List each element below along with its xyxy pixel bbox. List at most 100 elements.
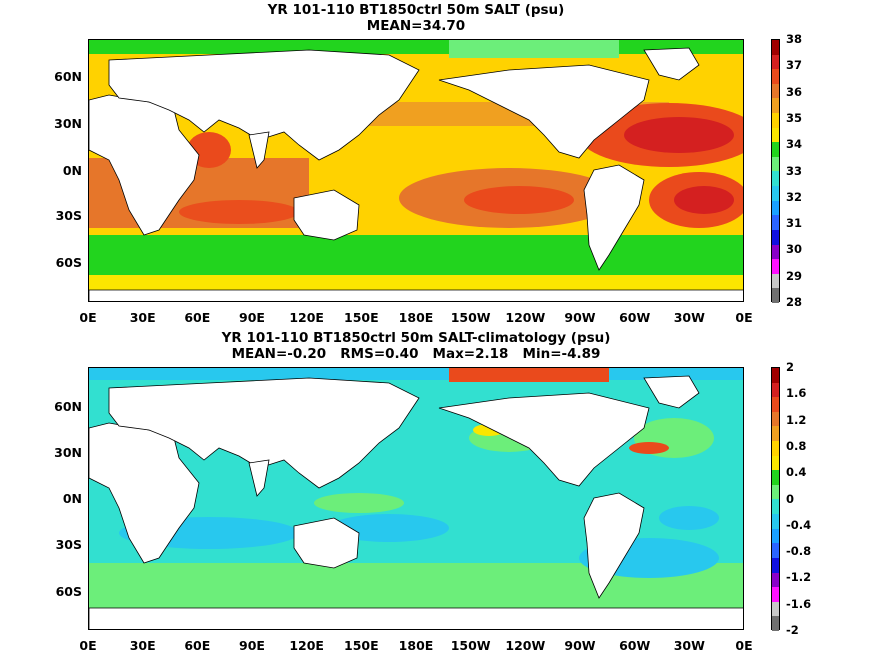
panel2-ytick-60s: 60S [55, 584, 82, 599]
colorbar-segment [772, 127, 779, 143]
panel2-xtick: 0E [735, 638, 753, 653]
panel1-ytick-30s: 30S [55, 208, 82, 223]
colorbar-label: 30 [786, 242, 803, 257]
colorbar-segment [772, 244, 779, 260]
colorbar-segment [772, 616, 779, 631]
panel1-xtick: 60E [184, 310, 211, 325]
colorbar-label: 34 [786, 137, 803, 152]
colorbar-segment [772, 441, 779, 456]
colorbar-label: 0 [786, 491, 795, 506]
panel1-salinity-field [89, 40, 743, 301]
panel1-xtick: 0E [735, 310, 753, 325]
colorbar-segment [772, 98, 779, 114]
colorbar-segment [772, 499, 779, 515]
colorbar-segment [772, 200, 779, 216]
colorbar-label: 0.4 [786, 465, 807, 480]
colorbar-label: -0.4 [786, 517, 812, 532]
colorbar-segment [772, 69, 779, 84]
panel1-xtick: 60W [619, 310, 651, 325]
panel2-xtick: 30E [129, 638, 156, 653]
panel1-colorbar [771, 39, 780, 303]
colorbar-segment [772, 397, 779, 412]
colorbar-segment [772, 259, 779, 274]
colorbar-label: 2 [786, 360, 795, 374]
colorbar-segment [772, 215, 779, 230]
panel1-xtick: 120W [505, 310, 546, 325]
panel2-xtick: 120E [289, 638, 324, 653]
colorbar-label: -1.2 [786, 570, 812, 585]
colorbar-label: 35 [786, 110, 803, 125]
colorbar-segment [772, 229, 779, 245]
panel2-xtick: 150W [450, 638, 491, 653]
colorbar-segment [772, 572, 779, 588]
colorbar-label: 0.8 [786, 438, 807, 453]
colorbar-label: 31 [786, 216, 803, 231]
colorbar-segment [772, 411, 779, 427]
colorbar-label: 29 [786, 268, 803, 283]
panel1-xtick: 90E [239, 310, 265, 325]
panel1-ytick-60n: 60N [54, 69, 82, 84]
panel2-xtick: 60E [184, 638, 211, 653]
panel1-map [88, 39, 744, 302]
panel2-ytick-30s: 30S [55, 537, 82, 552]
panel1-xtick: 150W [450, 310, 491, 325]
colorbar-label: -1.6 [786, 596, 812, 611]
colorbar-segment [772, 455, 779, 471]
panel2-xtick: 90E [239, 638, 265, 653]
colorbar-label: 28 [786, 295, 803, 309]
colorbar-label: 33 [786, 163, 803, 178]
panel1-subtitle: MEAN=34.70 [366, 18, 466, 34]
colorbar-segment [772, 83, 779, 99]
panel1-xtick: 150E [344, 310, 379, 325]
colorbar-segment [772, 273, 779, 289]
panel2-map [88, 367, 744, 630]
panel2-colorbar [771, 367, 780, 631]
colorbar-segment [772, 186, 779, 201]
colorbar-segment [772, 543, 779, 558]
panel2-xtick: 90W [564, 638, 596, 653]
panel2-xtick: 120W [505, 638, 546, 653]
colorbar-label: 38 [786, 32, 803, 46]
panel1-xtick: 90W [564, 310, 596, 325]
panel1-ytick-30n: 30N [54, 116, 82, 131]
panel2-xtick: 0E [79, 638, 97, 653]
colorbar-segment [772, 368, 779, 383]
panel2-xtick: 30W [673, 638, 705, 653]
colorbar-label: -0.8 [786, 544, 812, 559]
colorbar-segment [772, 426, 779, 442]
panel1-title: YR 101-110 BT1850ctrl 50m SALT (psu) [267, 2, 565, 18]
colorbar-segment [772, 382, 779, 398]
colorbar-segment [772, 171, 779, 187]
panel2-ytick-30n: 30N [54, 445, 82, 460]
panel2-xtick: 150E [344, 638, 379, 653]
panel2-xtick: 180E [398, 638, 434, 653]
colorbar-segment [772, 557, 779, 573]
colorbar-segment [772, 484, 779, 500]
panel1-xtick: 30W [673, 310, 705, 325]
colorbar-segment [772, 601, 779, 617]
colorbar-label: 37 [786, 58, 803, 73]
colorbar-segment [772, 288, 779, 303]
colorbar-segment [772, 587, 779, 602]
panel1-ytick-0n: 0N [62, 163, 82, 178]
colorbar-segment [772, 470, 779, 485]
panel1-xtick: 30E [129, 310, 156, 325]
panel2-ytick-0n: 0N [62, 491, 82, 506]
panel2-xtick: 60W [619, 638, 651, 653]
colorbar-segment [772, 40, 779, 55]
colorbar-label: 1.2 [786, 412, 807, 427]
panel2-title: YR 101-110 BT1850ctrl 50m SALT-climatolo… [221, 330, 611, 346]
panel1-xtick: 180E [398, 310, 434, 325]
panel2-anomaly-field [89, 368, 743, 629]
colorbar-label: 32 [786, 189, 803, 204]
colorbar-segment [772, 156, 779, 172]
colorbar-segment [772, 528, 779, 544]
colorbar-segment [772, 54, 779, 70]
colorbar-segment [772, 142, 779, 157]
panel1-xtick: 0E [79, 310, 97, 325]
colorbar-segment [772, 514, 779, 529]
panel2-ytick-60n: 60N [54, 399, 82, 414]
panel1-ytick-60s: 60S [55, 255, 82, 270]
panel2-subtitle: MEAN=-0.20 RMS=0.40 Max=2.18 Min=-4.89 [231, 346, 601, 362]
panel1-xtick: 120E [289, 310, 324, 325]
